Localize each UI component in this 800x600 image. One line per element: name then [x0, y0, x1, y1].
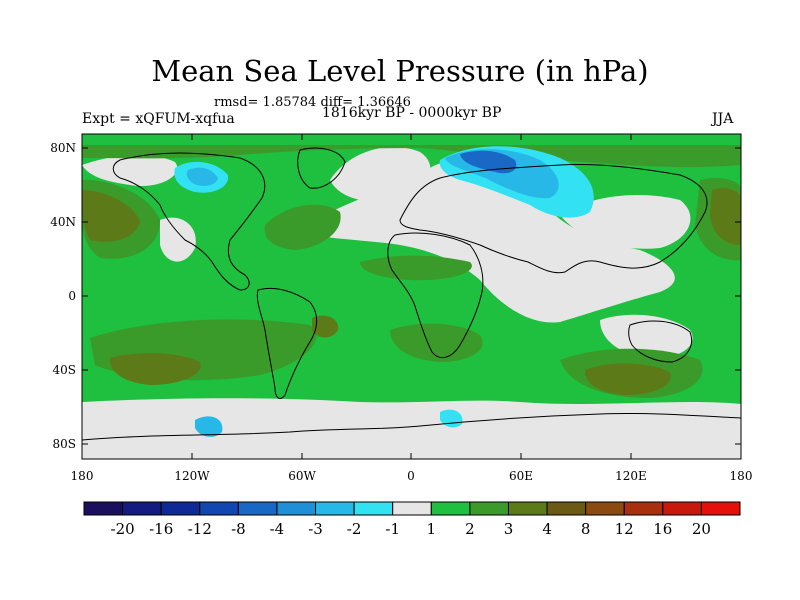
colorbar-label: -3: [308, 520, 323, 538]
negative-antarctic-patch-1: [195, 416, 223, 437]
lat-tick-label: 80N: [50, 141, 76, 155]
negative-hudson-core: [186, 167, 218, 186]
negative-siberia-deep: [460, 150, 517, 174]
colorbar-swatch: [392, 501, 432, 516]
field-2-3-north-atlantic: [264, 204, 341, 250]
colorbar-swatch: [199, 501, 239, 516]
neutral-pacific-north: [82, 154, 178, 186]
colorbar-label: -16: [149, 520, 174, 538]
lat-tick-label: 40S: [52, 363, 77, 377]
colorbar-label: 12: [614, 520, 634, 538]
colorbar-label: -12: [187, 520, 212, 538]
lat-tick-label: 40N: [50, 215, 76, 229]
colorbar-label: 1: [426, 520, 437, 538]
colorbar-swatch: [662, 501, 702, 516]
coast-greenland: [297, 147, 346, 189]
rmsd-diff-label: rmsd= 1.85784 diff= 1.36646: [214, 95, 411, 110]
field-3-4-indian: [585, 363, 671, 395]
colorbar-label: 3: [503, 520, 514, 538]
map-title: Mean Sea Level Pressure (in hPa): [151, 54, 649, 88]
lon-tick-label: 180: [729, 469, 753, 483]
colorbar-swatch: [83, 501, 124, 516]
colorbar-swatch: [122, 501, 162, 516]
field-2-3-south-atlantic: [390, 323, 483, 362]
lon-tick-marks: [81, 134, 742, 459]
colorbar-label: 2: [465, 520, 475, 538]
coast-antarctica: [82, 412, 741, 441]
colorbar-label: -8: [231, 520, 246, 538]
colorbar-swatch: [469, 501, 509, 516]
lat-tick-marks: [82, 147, 741, 445]
lon-tick-label: 0: [407, 469, 415, 483]
colorbar-swatch: [353, 501, 394, 516]
colorbar-label: 20: [691, 520, 711, 538]
lon-tick-label: 60W: [288, 469, 316, 483]
neutral-east-asia: [560, 195, 691, 249]
pressure-field: [82, 134, 741, 459]
colorbar-label: -20: [110, 520, 135, 538]
lon-tick-label: 60E: [508, 469, 534, 483]
neutral-south-band: [82, 398, 741, 459]
colorbar-swatch: [276, 501, 317, 516]
colorbar-swatch: [237, 501, 278, 516]
neutral-atlantic-band: [300, 161, 675, 323]
field-3-4-north-pacific-west: [82, 190, 140, 242]
field-3-4-south-atlantic-patch: [312, 315, 339, 338]
colorbar-label: 4: [542, 520, 552, 538]
neutral-north-atlantic: [330, 147, 431, 202]
field-3-4-south-pacific: [109, 353, 201, 385]
field-2-3-atlantic-band: [360, 255, 472, 281]
field-3-4-north-pacific-east: [710, 188, 741, 245]
coast-africa: [387, 232, 484, 359]
lat-tick-label: 0: [68, 289, 76, 303]
experiment-label: Expt = xQFUM-xqfua: [82, 111, 235, 127]
colorbar-label: 16: [653, 520, 673, 538]
period-label: 1816kyr BP - 0000kyr BP: [322, 105, 502, 121]
coastlines: [82, 147, 741, 441]
lat-tick-label: 80S: [52, 437, 77, 451]
field-2-3-arctic: [82, 145, 741, 168]
colorbar-label: 8: [580, 520, 591, 538]
coast-south-america: [256, 287, 317, 399]
lon-tick-label: 120E: [615, 469, 647, 483]
coast-north-america: [112, 152, 266, 291]
colorbar-label: -2: [346, 520, 362, 538]
neutral-pacific-patch: [160, 217, 196, 262]
colorbar-swatch: [585, 501, 625, 516]
colorbar-label: -4: [269, 520, 285, 538]
colorbar-swatch: [315, 501, 355, 516]
colorbar-swatch: [700, 501, 741, 516]
colorbar-label: -1: [385, 520, 400, 538]
colorbar-swatch: [546, 501, 587, 516]
colorbar-swatch: [430, 501, 471, 516]
colorbar: [83, 501, 741, 516]
coast-australia: [628, 320, 693, 363]
colorbar-swatch: [160, 501, 201, 516]
lon-tick-label: 120W: [174, 469, 210, 483]
lon-tick-label: 180: [70, 469, 94, 483]
coast-eurasia: [399, 164, 708, 274]
neutral-indian-east: [600, 314, 693, 359]
season-label: JJA: [712, 111, 734, 127]
colorbar-swatch: [623, 501, 664, 516]
colorbar-swatch: [507, 501, 548, 516]
